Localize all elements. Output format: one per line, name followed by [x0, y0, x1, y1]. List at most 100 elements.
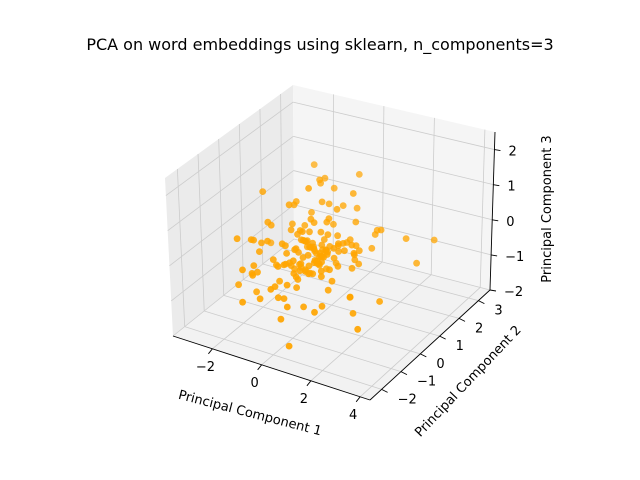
z-tick-mark [489, 289, 497, 292]
data-point [318, 273, 325, 280]
data-point [283, 303, 291, 311]
y-gridline [184, 326, 382, 390]
x-axis-line [172, 335, 371, 401]
x-gridline-back [430, 117, 435, 275]
data-point [335, 248, 342, 255]
data-point [324, 231, 332, 239]
data-point [305, 270, 312, 278]
data-point [250, 262, 258, 269]
data-point [235, 281, 243, 289]
data-point [430, 236, 438, 244]
data-point [271, 283, 279, 290]
y-tick-label: −1 [417, 375, 436, 390]
y-tick-mark [478, 300, 485, 305]
z-tick-label: 0 [506, 215, 514, 230]
y-gridline [282, 248, 479, 302]
z-gridline-left [169, 170, 294, 267]
data-point [326, 243, 334, 250]
data-point [341, 247, 348, 255]
z-gridline [293, 204, 492, 256]
data-point [278, 240, 286, 248]
data-point [283, 281, 291, 289]
y-tick-label: 3 [494, 304, 502, 319]
data-point [413, 259, 420, 267]
x-tick-label: −2 [196, 360, 215, 375]
data-point [302, 238, 310, 246]
y-tick-label: −2 [398, 392, 417, 407]
data-point [335, 240, 342, 248]
data-point [355, 171, 363, 178]
z-gridline [293, 135, 494, 186]
x-tick-mark [208, 348, 213, 355]
data-point [355, 247, 363, 255]
z-gridline-left [167, 136, 294, 231]
y-gridline-left [280, 93, 283, 249]
data-point [254, 268, 261, 276]
y-tick-mark [439, 335, 446, 340]
y-gridline-left [238, 123, 244, 280]
data-point [256, 295, 264, 303]
data-point [256, 248, 263, 256]
data-point [334, 232, 341, 240]
data-point [351, 256, 359, 264]
data-point [320, 236, 328, 243]
data-point [249, 272, 257, 279]
chart-title: PCA on word embeddings using sklearn, n_… [86, 35, 553, 55]
data-point [349, 190, 357, 197]
data-point [305, 185, 312, 192]
z-tick-label: −2 [504, 285, 523, 300]
data-point [287, 226, 295, 234]
y-tick-mark [400, 371, 408, 376]
data-point [276, 277, 283, 285]
data-point [290, 201, 298, 209]
x-tick-label: 4 [349, 408, 357, 423]
data-point [354, 325, 362, 333]
z-gridline-left [170, 204, 295, 302]
data-point [317, 179, 324, 187]
data-point [402, 235, 410, 243]
y-gridline-left [197, 153, 205, 311]
axis-panes [165, 85, 495, 400]
data-point [376, 298, 383, 305]
floor-pane [173, 239, 490, 400]
x-tick-mark [355, 396, 361, 403]
data-point [258, 239, 265, 247]
data-point [339, 202, 347, 210]
y-axis-line [369, 289, 491, 401]
data-point [352, 218, 360, 226]
data-point [296, 261, 303, 268]
data-point [280, 261, 288, 269]
data-point [239, 266, 246, 274]
data-point [253, 288, 260, 296]
y-tick-mark [381, 388, 388, 393]
y-gridline-left [218, 138, 225, 296]
data-point [325, 200, 333, 208]
data-point [285, 201, 293, 209]
data-point [280, 295, 288, 302]
data-point [371, 231, 379, 238]
data-point [318, 198, 326, 206]
data-point [277, 315, 285, 323]
y-tick-mark [458, 317, 466, 322]
data-point [308, 209, 315, 216]
data-point [318, 302, 326, 310]
data-point [317, 228, 325, 236]
z-gridline [293, 101, 495, 150]
data-point [299, 254, 307, 261]
data-point [273, 261, 280, 269]
data-point [353, 204, 361, 212]
x-gridline [359, 287, 481, 398]
x-tick-mark [306, 380, 312, 387]
data-point [330, 220, 337, 228]
data-point [296, 227, 304, 234]
data-point [330, 254, 338, 262]
data-point [324, 286, 332, 294]
data-point [339, 240, 347, 247]
data-point [292, 273, 300, 281]
data-point [377, 226, 385, 234]
data-point [307, 215, 315, 223]
axis-lines [172, 131, 496, 401]
data-point [283, 250, 290, 257]
data-point [321, 174, 329, 182]
data-point [269, 256, 277, 263]
